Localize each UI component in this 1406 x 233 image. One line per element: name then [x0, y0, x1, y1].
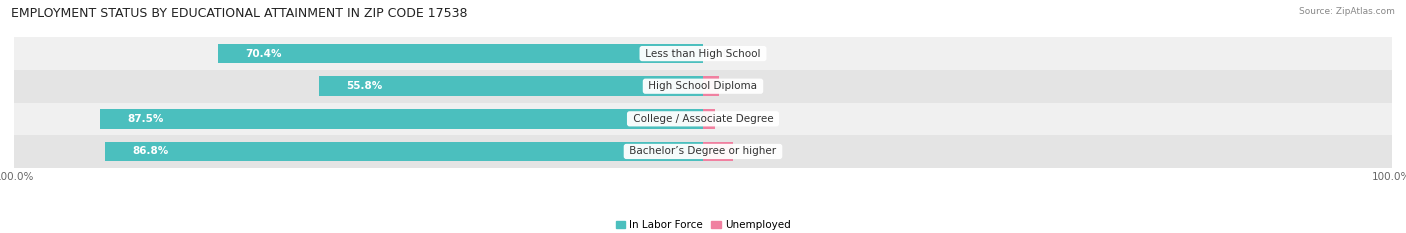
Text: 87.5%: 87.5% [128, 114, 165, 124]
Text: EMPLOYMENT STATUS BY EDUCATIONAL ATTAINMENT IN ZIP CODE 17538: EMPLOYMENT STATUS BY EDUCATIONAL ATTAINM… [11, 7, 468, 20]
Legend: In Labor Force, Unemployed: In Labor Force, Unemployed [612, 216, 794, 233]
Bar [703, 109, 714, 129]
Bar [703, 142, 733, 161]
Text: 70.4%: 70.4% [246, 49, 283, 58]
Bar [14, 70, 1392, 103]
Bar [218, 44, 703, 63]
Text: 2.3%: 2.3% [730, 81, 755, 91]
Text: 55.8%: 55.8% [346, 81, 382, 91]
Text: 4.3%: 4.3% [742, 147, 769, 156]
Bar [703, 76, 718, 96]
Text: Bachelor’s Degree or higher: Bachelor’s Degree or higher [626, 147, 780, 156]
Bar [14, 135, 1392, 168]
Text: High School Diploma: High School Diploma [645, 81, 761, 91]
Text: 1.7%: 1.7% [725, 114, 752, 124]
Text: 86.8%: 86.8% [132, 147, 169, 156]
Text: 0.0%: 0.0% [713, 49, 740, 58]
Bar [100, 109, 703, 129]
Bar [105, 142, 703, 161]
Bar [14, 103, 1392, 135]
Bar [319, 76, 703, 96]
Text: College / Associate Degree: College / Associate Degree [630, 114, 776, 124]
Text: Source: ZipAtlas.com: Source: ZipAtlas.com [1299, 7, 1395, 16]
Text: Less than High School: Less than High School [643, 49, 763, 58]
Bar [14, 37, 1392, 70]
